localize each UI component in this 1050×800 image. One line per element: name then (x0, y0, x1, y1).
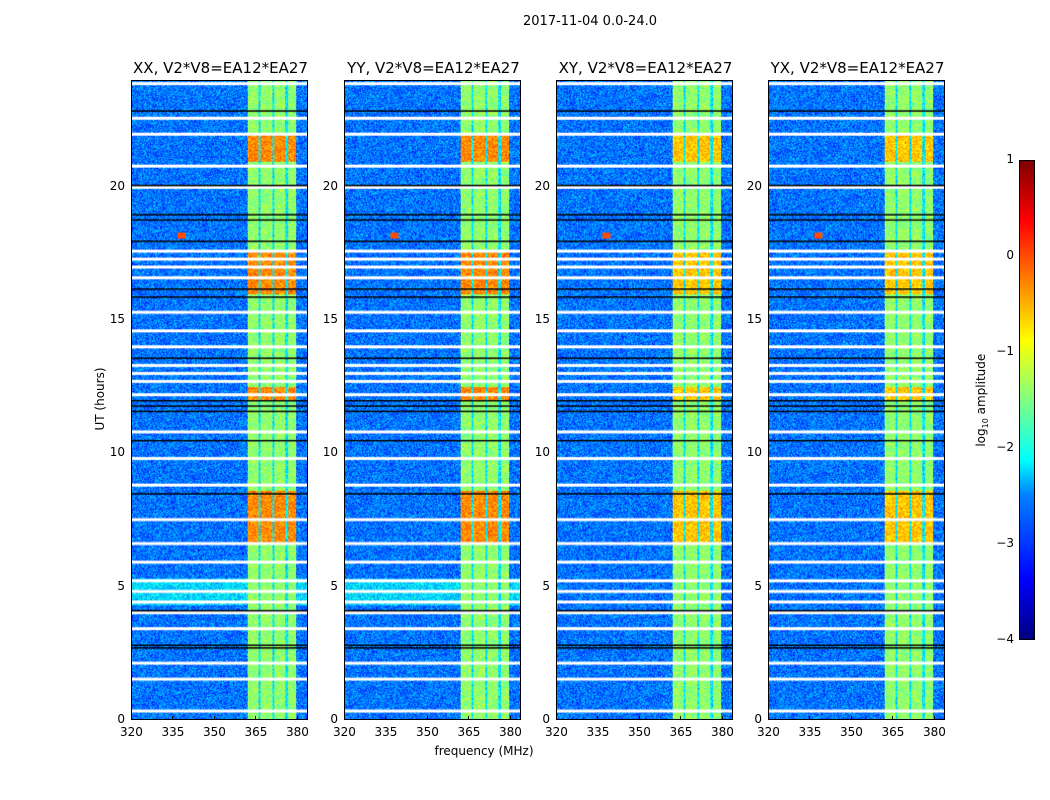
y-tick-label: 10 (109, 445, 125, 460)
x-tick-label: 365 (244, 725, 268, 739)
y-axis-label: UT (hours) (93, 367, 107, 431)
x-tick-mark (509, 716, 511, 720)
y-tick-label: 10 (534, 445, 550, 460)
x-tick-mark (721, 716, 723, 720)
x-tick-label: 335 (161, 725, 185, 739)
spectrogram-panel-2: YY, V2*V8=EA12*EA27 (344, 59, 521, 720)
x-tick-mark (172, 716, 174, 720)
x-axis-label: frequency (MHz) (434, 744, 534, 758)
y-tick-label: 0 (330, 712, 338, 726)
x-tick-mark (213, 716, 215, 720)
x-tick-label: 335 (374, 725, 398, 739)
x-tick-mark (809, 716, 811, 720)
x-tick-label: 380 (285, 725, 309, 739)
figure-title: 2017-11-04 0.0-24.0 (523, 14, 657, 29)
y-tick-label: 10 (322, 445, 338, 460)
x-tick-label: 320 (120, 725, 143, 739)
y-tick-label: 5 (330, 578, 338, 593)
colorbar-tick-label: −1 (996, 344, 1014, 358)
x-tick-mark (597, 716, 599, 720)
x-tick-label: 380 (710, 725, 734, 739)
x-tick-label: 380 (498, 725, 522, 739)
x-tick-label: 350 (839, 725, 863, 739)
x-tick-mark (892, 716, 894, 720)
heatmap-image (345, 81, 520, 719)
x-tick-label: 365 (669, 725, 693, 739)
x-tick-mark (296, 716, 298, 720)
x-tick-mark (638, 716, 640, 720)
y-tick-label: 5 (754, 578, 762, 593)
x-tick-mark (344, 716, 345, 720)
y-tick-label: 20 (322, 178, 338, 193)
spectrogram-panel-3: XY, V2*V8=EA12*EA27 (556, 59, 733, 720)
x-tick-label: 350 (627, 725, 651, 739)
x-tick-label: 320 (545, 725, 568, 739)
y-tick-label: 15 (746, 312, 762, 326)
y-tick-label: 10 (746, 445, 762, 460)
heatmap-image (132, 81, 307, 719)
heatmap-image (557, 81, 732, 719)
x-tick-mark (768, 716, 769, 720)
x-tick-mark (426, 716, 428, 720)
x-tick-label: 320 (757, 725, 780, 739)
y-tick-label: 0 (754, 712, 762, 726)
x-tick-label: 350 (202, 725, 226, 739)
y-tick-label: 15 (322, 312, 338, 326)
colorbar-tick-label: −4 (996, 632, 1014, 646)
x-tick-mark (556, 716, 557, 720)
x-tick-mark (131, 716, 132, 720)
y-tick-label: 20 (109, 178, 125, 193)
spectrogram-panel-1: XX, V2*V8=EA12*EA27 (131, 59, 308, 720)
x-tick-label: 380 (922, 725, 946, 739)
x-tick-mark (933, 716, 935, 720)
y-tick-label: 20 (746, 178, 762, 193)
panel-title: XX, V2*V8=EA12*EA27 (133, 59, 308, 77)
y-tick-label: 15 (534, 312, 550, 326)
colorbar-tick-label: −2 (996, 440, 1014, 454)
y-tick-label: 15 (109, 312, 125, 326)
x-tick-mark (680, 716, 682, 720)
panel-title: YY, V2*V8=EA12*EA27 (347, 59, 520, 77)
x-tick-mark (255, 716, 257, 720)
y-tick-label: 0 (117, 712, 125, 726)
x-tick-label: 365 (881, 725, 905, 739)
x-tick-mark (468, 716, 470, 720)
panel-title: YX, V2*V8=EA12*EA27 (770, 59, 945, 77)
y-tick-label: 0 (542, 712, 550, 726)
x-tick-label: 350 (415, 725, 439, 739)
colorbar-tick-label: 1 (1006, 152, 1014, 166)
x-tick-label: 320 (333, 725, 356, 739)
colorbar (1019, 160, 1035, 640)
x-tick-mark (850, 716, 852, 720)
y-tick-label: 5 (542, 578, 550, 593)
x-tick-label: 365 (457, 725, 481, 739)
colorbar-tick-label: 0 (1006, 248, 1014, 262)
heatmap-image (769, 81, 944, 719)
x-tick-mark (385, 716, 387, 720)
spectrogram-panel-4: YX, V2*V8=EA12*EA27 (768, 59, 945, 720)
x-tick-label: 335 (798, 725, 822, 739)
colorbar-tick-label: −3 (996, 536, 1014, 550)
y-tick-label: 20 (534, 178, 550, 193)
panel-title: XY, V2*V8=EA12*EA27 (558, 59, 733, 77)
x-tick-label: 335 (586, 725, 610, 739)
y-tick-label: 5 (117, 578, 125, 593)
